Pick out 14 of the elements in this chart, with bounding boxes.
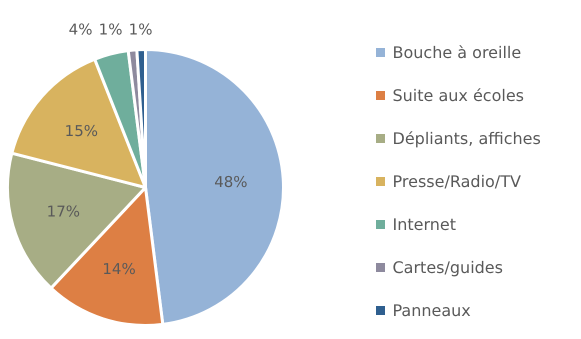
data-label: 15% xyxy=(64,122,98,140)
legend-label: Internet xyxy=(392,215,456,234)
data-label: 1% xyxy=(128,20,152,38)
legend-label: Suite aux écoles xyxy=(392,86,524,105)
legend-label: Panneaux xyxy=(392,301,471,320)
data-label: 48% xyxy=(214,173,248,192)
legend-label: Cartes/guides xyxy=(392,258,503,277)
data-label: 17% xyxy=(46,202,80,220)
legend-label: Presse/Radio/TV xyxy=(392,172,521,191)
data-label: 1% xyxy=(98,20,122,38)
data-label: 4% xyxy=(68,20,92,38)
data-label: 14% xyxy=(102,260,136,278)
legend-label: Dépliants, affiches xyxy=(392,129,541,148)
legend-label: Bouche à oreille xyxy=(392,43,522,62)
